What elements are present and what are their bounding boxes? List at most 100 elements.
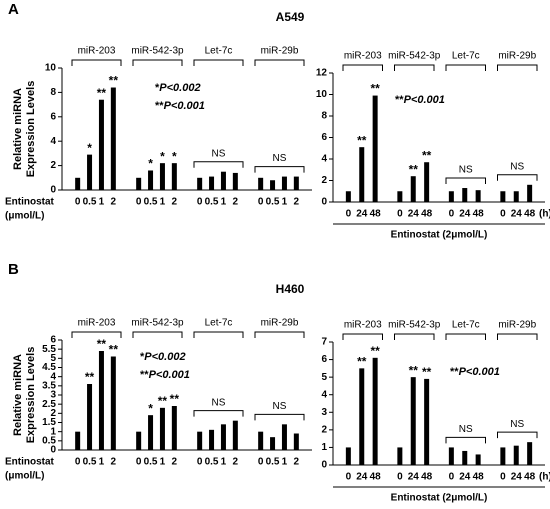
significance-label: * [160, 149, 165, 163]
x-tick-label: 1 [160, 197, 166, 208]
x-tick-label: 0 [258, 197, 264, 208]
bar [197, 431, 203, 450]
bar [75, 177, 81, 190]
bar [475, 454, 481, 465]
y-tick-label: 0.5 [42, 435, 56, 446]
significance-label: ** [422, 365, 432, 379]
y-tick-label: 6 [321, 354, 327, 365]
x-tick-label: 24 [459, 472, 471, 483]
bar [87, 384, 93, 450]
group-bracket [497, 64, 538, 71]
bar [171, 406, 177, 450]
group-bracket [254, 59, 305, 66]
y-tick-label: 4.5 [42, 362, 56, 373]
x-tick-label: 2 [294, 457, 300, 468]
note-stars: * [140, 351, 145, 363]
bar [513, 445, 519, 465]
x-tick-label: 48 [421, 472, 433, 483]
bar [197, 177, 203, 190]
ns-bracket [193, 410, 244, 417]
significance-label: * [87, 141, 92, 155]
bar [359, 147, 365, 202]
group-bracket [497, 333, 538, 340]
group-bracket [394, 333, 435, 340]
y-tick-label: 0 [321, 460, 327, 471]
bar [159, 163, 165, 190]
bar [136, 177, 142, 190]
bar [397, 191, 403, 202]
bar [293, 433, 299, 450]
group-label: miR-29b [498, 320, 536, 331]
bar [448, 447, 454, 465]
significance-label: ** [158, 394, 168, 408]
x-tick-label: 0 [449, 209, 455, 220]
bar [270, 180, 276, 190]
x-tick-label: 0 [346, 209, 352, 220]
bar [345, 447, 351, 465]
x-tick-label: 48 [370, 472, 382, 483]
x-tick-label: 48 [524, 209, 536, 220]
ns-bracket [497, 431, 538, 439]
panel-label: B [8, 261, 19, 278]
y-tick-label: 5 [50, 353, 56, 364]
p-value-note: **P<0.001 [395, 94, 445, 106]
y-axis-label: Relative miRNA [12, 354, 24, 436]
bar [159, 407, 165, 450]
bar [220, 171, 226, 190]
note-p: P<0.001 [459, 366, 500, 378]
x-tick-label: 1 [282, 457, 288, 468]
group-label: miR-29b [261, 46, 299, 57]
p-value-note: *P<0.002 [155, 82, 201, 94]
bar [462, 450, 468, 465]
group-label: miR-203 [344, 320, 382, 331]
bar [148, 170, 154, 190]
note-stars: ** [395, 94, 404, 106]
x-axis-label: Entinostat (2μmol/L) [391, 493, 488, 504]
x-tick-label: 0.5 [266, 457, 280, 468]
bar [372, 95, 378, 202]
note-stars: ** [450, 366, 459, 378]
y-tick-label: 4 [321, 389, 327, 400]
bar [293, 176, 299, 190]
bar [372, 357, 378, 465]
bar [209, 176, 215, 190]
y-tick-label: 10 [45, 63, 57, 74]
x-tick-label: 0.5 [144, 197, 158, 208]
ns-bracket [254, 166, 305, 173]
significance-label: * [148, 157, 153, 171]
bar [410, 176, 416, 202]
y-tick-label: 4 [50, 136, 56, 147]
group-bracket [193, 59, 244, 66]
significance-label: * [172, 149, 177, 163]
y-tick-label: 2 [50, 160, 56, 171]
significance-label: ** [409, 162, 419, 176]
bar [136, 431, 142, 450]
ns-label: NS [273, 153, 287, 164]
note-stars: ** [155, 100, 164, 112]
x-tick-label: 0.5 [144, 457, 158, 468]
ns-label: NS [212, 397, 226, 408]
x-tick-label: 24 [356, 209, 368, 220]
x-tick-label: 2 [172, 457, 178, 468]
significance-label: ** [97, 86, 107, 100]
bar [359, 368, 365, 465]
y-tick-label: 0 [321, 197, 327, 208]
panel-title: A549 [276, 10, 305, 24]
bar [209, 429, 215, 450]
x-tick-label: 0 [500, 209, 506, 220]
x-tick-label: 1 [160, 457, 166, 468]
x-tick-label: 1 [221, 457, 227, 468]
significance-label: * [148, 401, 153, 415]
group-label: miR-29b [498, 51, 536, 62]
x-tick-label: 24 [408, 472, 420, 483]
group-bracket [445, 333, 486, 340]
y-tick-label: 5 [321, 372, 327, 383]
ns-bracket [497, 174, 538, 181]
panel-label: A [8, 1, 19, 18]
group-bracket [445, 64, 486, 71]
bar [513, 191, 519, 202]
bar [87, 154, 93, 190]
y-tick-label: 1 [321, 442, 327, 453]
y-tick-label: 2.5 [42, 399, 56, 410]
significance-label: ** [357, 133, 367, 147]
